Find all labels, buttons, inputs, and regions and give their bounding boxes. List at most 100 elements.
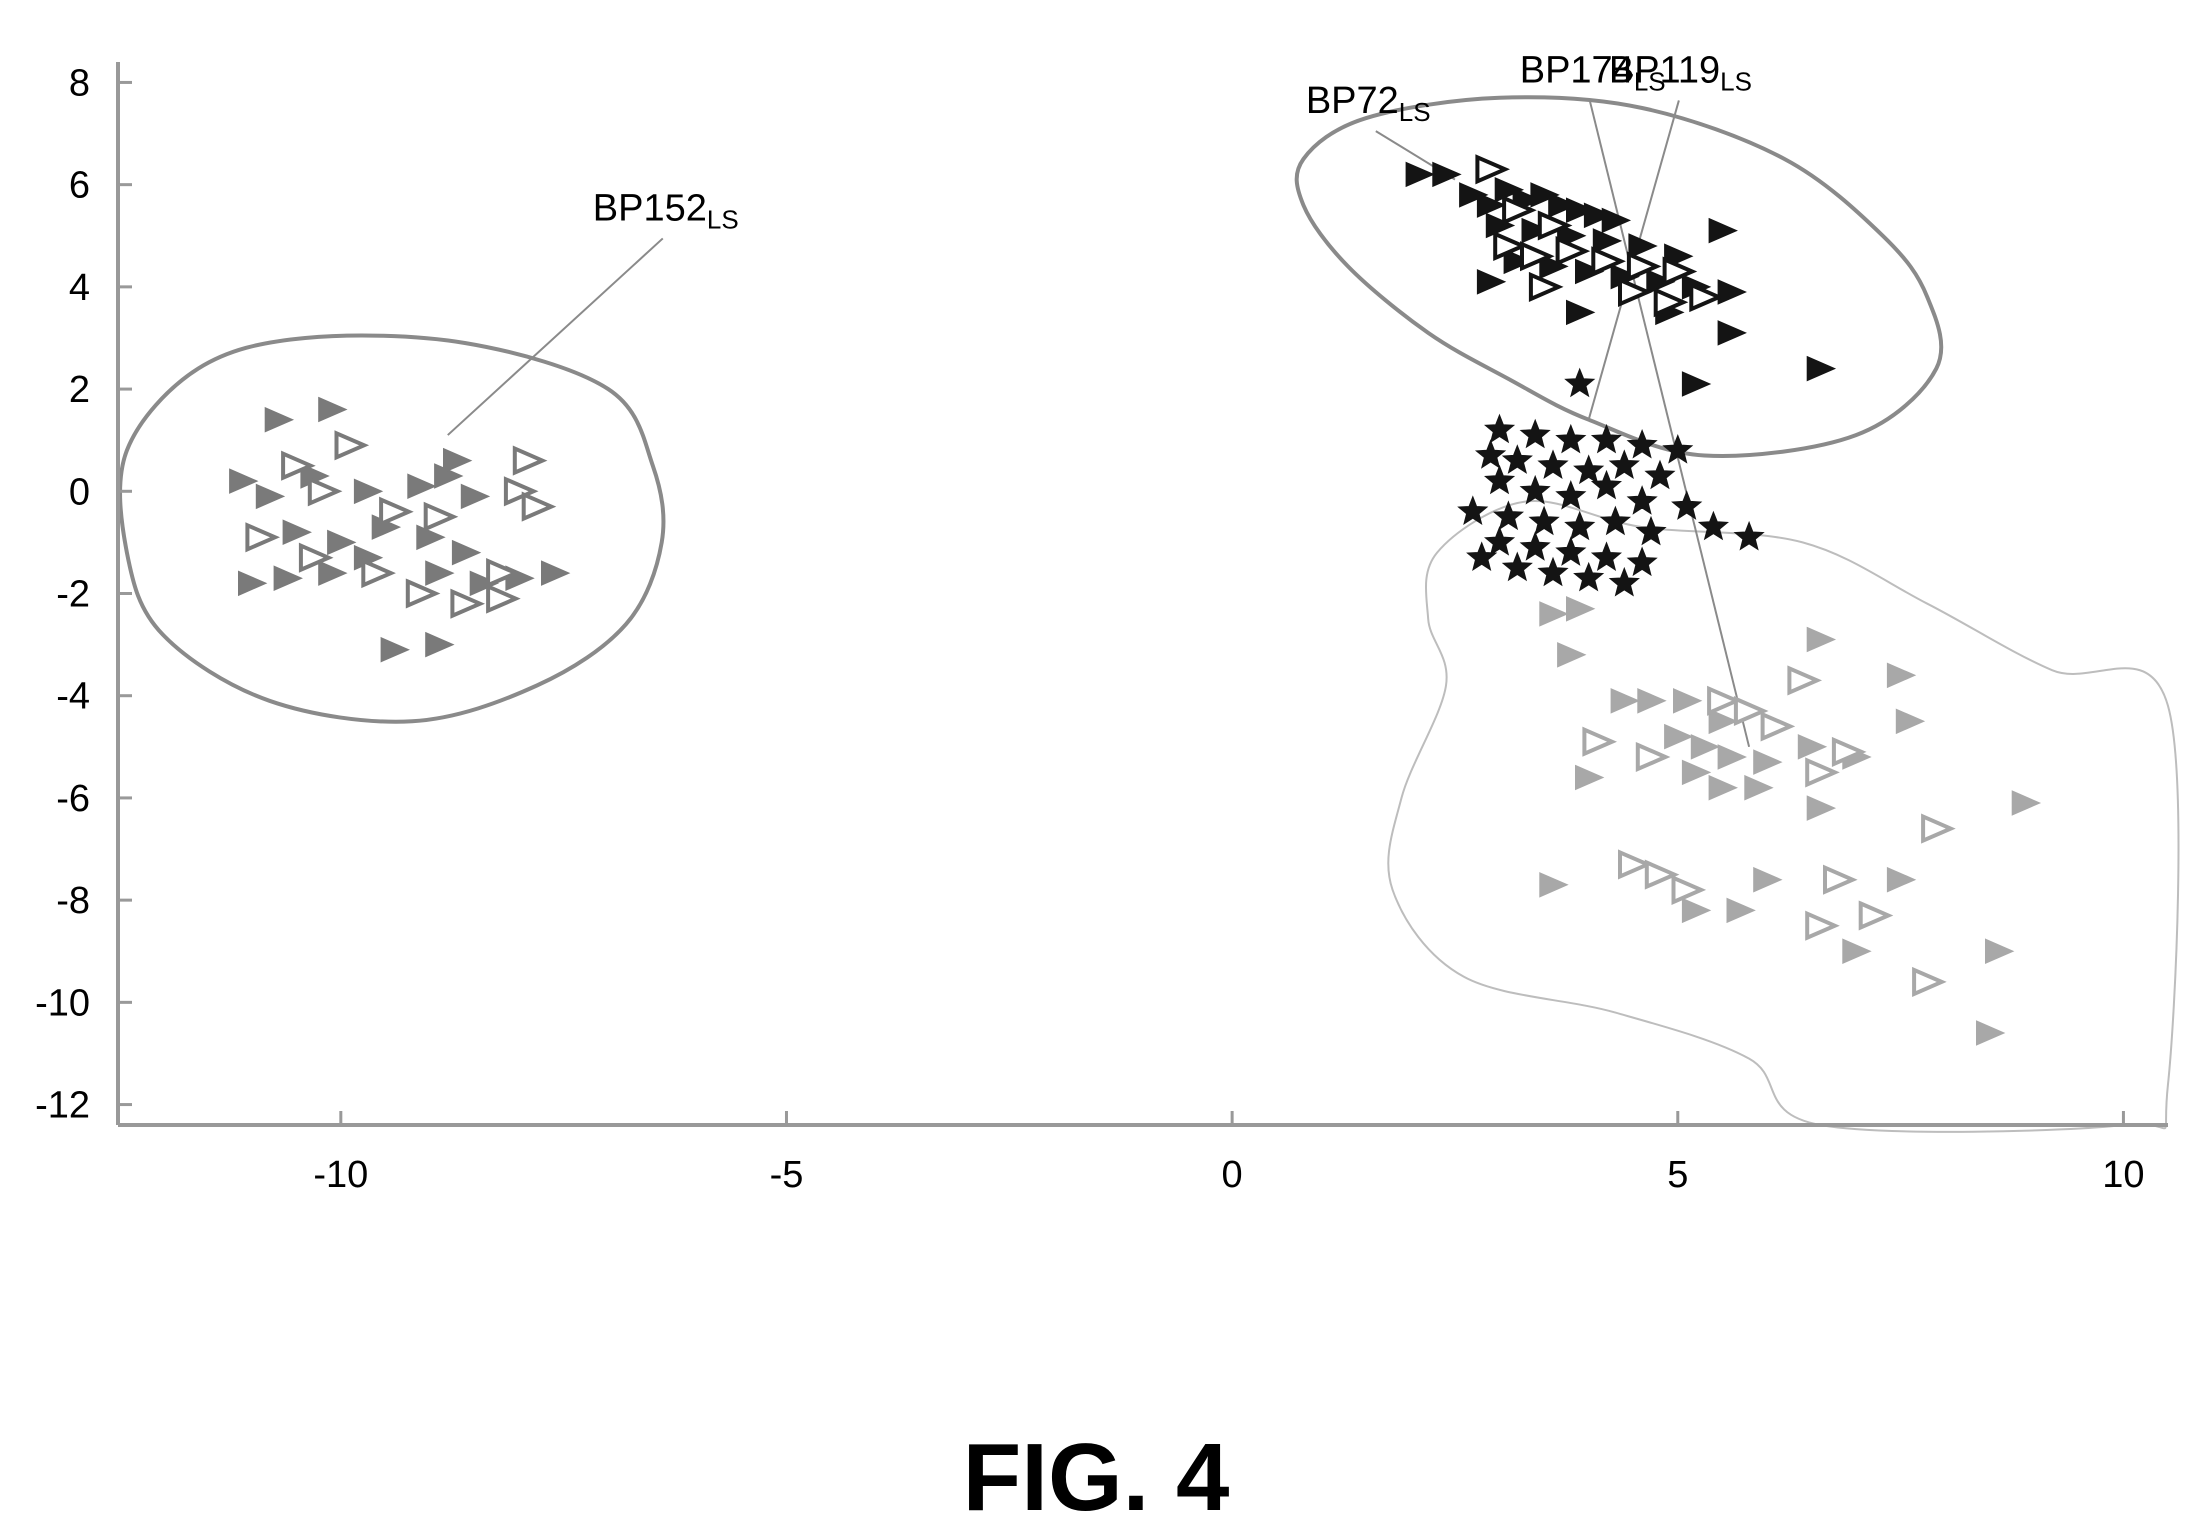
point-lower-right-cluster-open-triangle [1787, 665, 1823, 696]
point-upper-right-cluster-filled-triangle [1539, 253, 1569, 280]
point-lower-right-cluster-open-triangle [1912, 966, 1947, 997]
y-tick-label: -8 [56, 880, 90, 922]
y-tick-label: -4 [56, 676, 90, 718]
point-left-cluster-filled-triangle [318, 396, 348, 423]
y-tick-label: 6 [69, 165, 90, 207]
x-tick-label: -10 [313, 1154, 368, 1196]
point-lower-right-cluster-filled-triangle [1976, 1020, 2006, 1046]
point-left-cluster-open-triangle [298, 542, 334, 573]
point-left-cluster-filled-triangle [238, 570, 268, 597]
point-lower-right-cluster-filled-triangle [1637, 688, 1667, 714]
point-lower-right-cluster-filled-triangle [1806, 795, 1837, 821]
point-middle-cluster-filled-star [1457, 495, 1489, 526]
point-upper-right-cluster-filled-triangle [1566, 197, 1596, 223]
point-lower-right-cluster-filled-triangle [1717, 744, 1747, 770]
point-middle-cluster-filled-star [1528, 505, 1560, 536]
x-tick-label: 10 [2102, 1154, 2144, 1196]
point-middle-cluster-filled-star [1635, 515, 1667, 546]
point-left-cluster-open-triangle [486, 583, 521, 614]
point-upper-right-cluster-open-triangle [1626, 251, 1662, 282]
figure-caption: FIG. 4 [962, 1424, 1230, 1531]
point-upper-right-cluster-filled-triangle [1708, 217, 1738, 244]
point-upper-right-cluster-filled-triangle [1717, 320, 1747, 346]
point-middle-cluster-filled-star [1662, 434, 1694, 464]
point-lower-right-cluster-filled-triangle [1744, 774, 1774, 801]
point-middle-cluster-filled-star [1519, 474, 1551, 505]
annotation-bp152: BP152LS [593, 187, 739, 234]
y-tick-label: 4 [69, 267, 90, 309]
point-upper-right-cluster-filled-triangle [1405, 161, 1435, 188]
point-left-cluster-filled-triangle [353, 478, 384, 505]
point-middle-cluster-filled-star [1501, 444, 1533, 474]
point-lower-right-cluster-filled-triangle [1886, 866, 1917, 893]
point-upper-right-cluster-open-triangle [1520, 241, 1555, 272]
point-left-cluster-filled-triangle [451, 539, 482, 566]
y-tick-label: -12 [35, 1085, 90, 1127]
point-upper-right-cluster-open-triangle [1689, 282, 1724, 313]
point-middle-cluster-filled-star [1590, 423, 1622, 454]
leader-line-bp174 [1588, 100, 1751, 748]
point-middle-cluster-filled-star [1590, 469, 1622, 500]
point-middle-cluster-filled-star [1484, 413, 1516, 444]
point-left-cluster-filled-triangle [416, 524, 446, 551]
point-left-cluster-open-triangle [361, 558, 396, 589]
point-upper-right-cluster-open-triangle [1555, 236, 1591, 267]
point-middle-cluster-filled-star [1626, 485, 1658, 515]
point-upper-right-cluster-filled-triangle [1628, 233, 1658, 259]
point-lower-right-cluster-filled-triangle [1753, 749, 1783, 775]
point-left-cluster-filled-triangle [460, 483, 491, 510]
point-left-cluster-filled-triangle [469, 570, 500, 597]
point-middle-cluster-filled-star [1466, 541, 1498, 572]
point-middle-cluster-filled-star [1626, 546, 1658, 577]
point-lower-right-cluster-filled-triangle [1708, 708, 1738, 735]
point-left-cluster-filled-triangle [264, 406, 295, 433]
point-left-cluster-filled-triangle [318, 560, 348, 586]
annotation-subscript: LS [1399, 97, 1431, 127]
annotation-subscript: LS [1720, 66, 1752, 96]
point-upper-right-cluster-filled-triangle [1521, 217, 1551, 244]
point-lower-right-cluster-filled-triangle [1557, 642, 1587, 668]
point-middle-cluster-filled-star [1626, 428, 1658, 459]
point-middle-cluster-filled-star [1644, 459, 1676, 490]
point-lower-right-cluster-open-triangle [1635, 741, 1671, 773]
point-upper-right-cluster-open-triangle [1493, 230, 1528, 262]
point-left-cluster-filled-triangle [229, 468, 259, 494]
point-left-cluster-open-triangle [379, 496, 414, 527]
point-middle-cluster-filled-star [1555, 536, 1587, 566]
point-lower-right-cluster-filled-triangle [1690, 734, 1721, 760]
point-upper-right-cluster-filled-triangle [1566, 299, 1596, 326]
contour-left-cluster [118, 333, 666, 724]
point-left-cluster-open-triangle [503, 476, 539, 507]
point-left-cluster-open-triangle [281, 450, 316, 481]
x-tick-label: 5 [1667, 1154, 1688, 1196]
point-middle-cluster-filled-star [1484, 526, 1516, 556]
point-middle-cluster-filled-star [1733, 520, 1765, 551]
point-lower-right-cluster-open-triangle [1582, 726, 1618, 757]
point-middle-cluster-filled-star [1564, 510, 1596, 541]
point-left-cluster-filled-triangle [327, 529, 357, 556]
point-lower-right-cluster-open-triangle [1805, 910, 1840, 941]
y-tick-label: -10 [35, 982, 90, 1024]
point-middle-cluster-filled-star [1555, 423, 1587, 454]
data-points [229, 154, 2042, 1046]
point-middle-cluster-filled-star [1608, 449, 1640, 480]
point-middle-cluster-filled-star [1555, 480, 1587, 510]
x-tick-label: 0 [1222, 1154, 1243, 1196]
point-middle-cluster-filled-star [1537, 556, 1569, 587]
y-tick-label: 8 [69, 62, 90, 104]
point-lower-right-cluster-filled-triangle [1539, 872, 1569, 898]
x-tick-label: -5 [770, 1154, 804, 1196]
point-upper-right-cluster-filled-triangle [1548, 192, 1578, 218]
point-middle-cluster-filled-star [1573, 561, 1605, 592]
point-upper-right-cluster-filled-triangle [1530, 182, 1560, 208]
point-upper-right-cluster-filled-triangle [1432, 161, 1462, 188]
point-upper-right-cluster-open-triangle [1475, 154, 1511, 185]
annotation-bp72: BP72LS [1306, 80, 1431, 127]
point-middle-cluster-filled-star [1590, 541, 1623, 572]
point-upper-right-cluster-filled-triangle [1681, 371, 1712, 397]
point-left-cluster-filled-triangle [407, 473, 437, 499]
y-tick-label: 2 [69, 369, 90, 411]
point-lower-right-cluster-filled-triangle [1575, 764, 1605, 791]
point-lower-right-cluster-open-triangle [1671, 874, 1707, 905]
